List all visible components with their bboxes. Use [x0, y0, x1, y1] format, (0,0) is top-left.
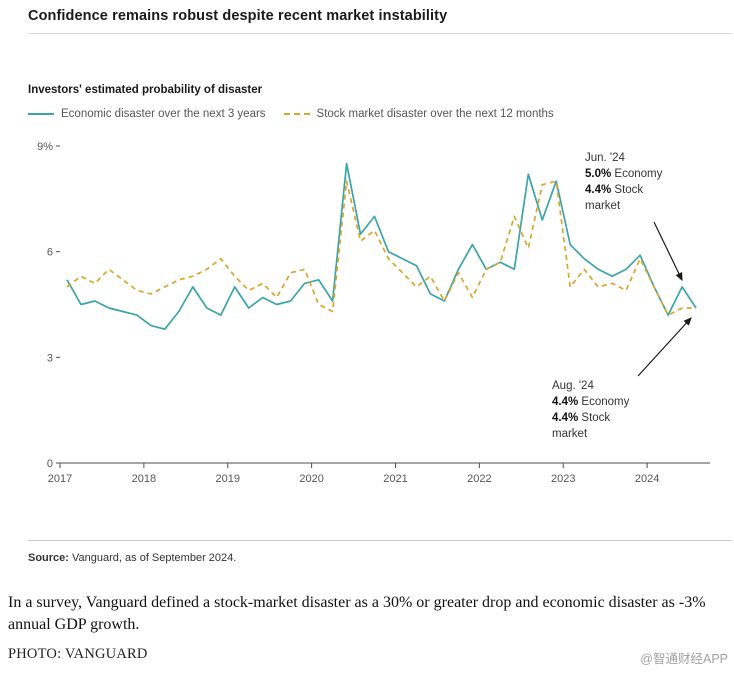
disaster-probability-chart: 2017 2018 2019 2020 2021 2022 2023 2024 0 3 6 9% — [28, 136, 728, 488]
svg-text:2023: 2023 — [551, 473, 575, 485]
svg-text:3: 3 — [47, 352, 53, 364]
svg-text:9%: 9% — [37, 141, 53, 153]
source-line: Source: Vanguard, as of September 2024. — [28, 552, 236, 564]
annotation-aug24-title: Aug. '24 — [552, 380, 594, 392]
annotation-jun24-economy: 5.0% Economy — [585, 168, 663, 180]
stock-line-sample — [283, 113, 310, 115]
annotation-jun24: Jun. '24 5.0% Economy 4.4% Stock market — [585, 150, 662, 214]
svg-text:2019: 2019 — [215, 473, 239, 485]
svg-text:2021: 2021 — [383, 473, 407, 485]
annotation-aug24-market: market — [552, 428, 588, 440]
line-chart-canvas: 2017 2018 2019 2020 2021 2022 2023 2024 0 3 6 9% — [37, 141, 710, 485]
svg-text:2022: 2022 — [467, 473, 491, 485]
legend-item-stock: Stock market disaster over the next 12 m… — [283, 108, 554, 120]
chart-headline: Confidence remains robust despite recent… — [28, 8, 448, 24]
legend-item-economic: Economic disaster over the next 3 years — [28, 108, 266, 120]
economic-line-sample — [28, 113, 54, 115]
source-text: Vanguard, as of September 2024. — [68, 552, 237, 564]
svg-text:6: 6 — [47, 247, 53, 259]
watermark: @智通财经APP — [640, 652, 728, 666]
caption-text: In a survey, Vanguard defined a stock-ma… — [8, 594, 706, 633]
annotation-aug24: Aug. '24 4.4% Economy 4.4% Stock market — [552, 378, 629, 442]
svg-text:2018: 2018 — [132, 473, 156, 485]
svg-text:2017: 2017 — [48, 473, 72, 485]
annotation-jun24-market: market — [585, 200, 621, 212]
annotation-jun24-title: Jun. '24 — [585, 152, 625, 164]
source-divider — [28, 540, 732, 541]
svg-text:2024: 2024 — [635, 473, 659, 485]
source-label: Source: — [28, 552, 69, 564]
legend-label-stock: Stock market disaster over the next 12 m… — [316, 108, 554, 120]
annotation-aug24-stock: 4.4% Stock — [552, 412, 611, 424]
headline-divider — [28, 33, 732, 34]
annotation-aug24-economy: 4.4% Economy — [552, 396, 630, 408]
annotation-jun24-stock: 4.4% Stock — [585, 184, 644, 196]
photo-credit: PHOTO: VANGUARD — [8, 646, 148, 662]
legend-label-economic: Economic disaster over the next 3 years — [61, 108, 266, 120]
chart-legend: Economic disaster over the next 3 years … — [28, 108, 554, 120]
svg-text:2020: 2020 — [299, 473, 323, 485]
chart-subtitle: Investors' estimated probability of disa… — [28, 84, 263, 96]
svg-text:0: 0 — [47, 458, 53, 470]
